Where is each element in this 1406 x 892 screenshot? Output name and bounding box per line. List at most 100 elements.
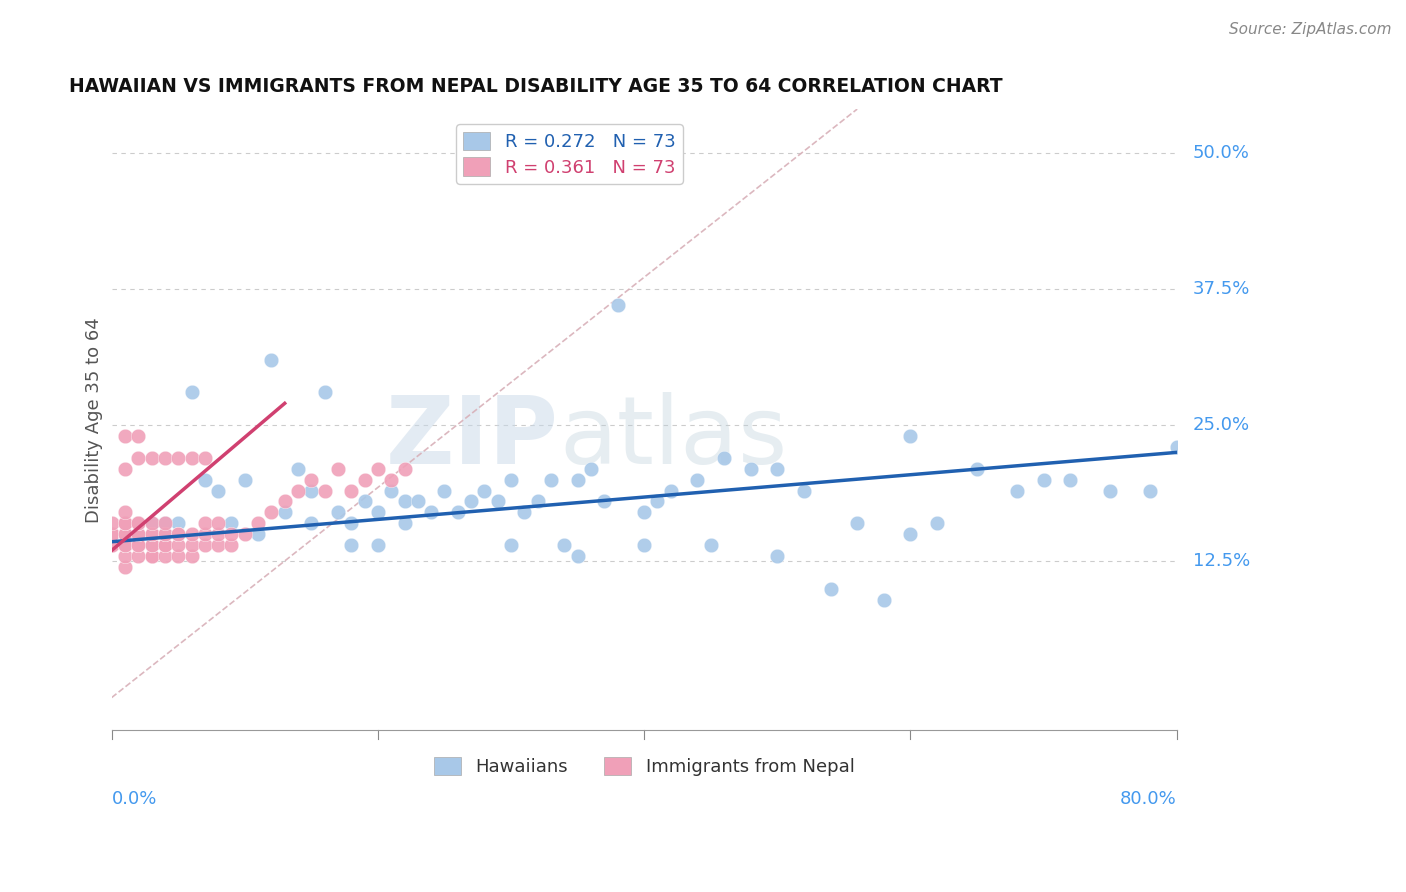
Point bbox=[247, 516, 270, 531]
Point bbox=[207, 516, 229, 531]
Point bbox=[127, 450, 149, 465]
Text: 50.0%: 50.0% bbox=[1192, 144, 1250, 161]
Point bbox=[766, 461, 789, 475]
Point bbox=[114, 527, 136, 541]
Point bbox=[406, 494, 429, 508]
Point bbox=[1032, 473, 1054, 487]
Point bbox=[221, 538, 243, 552]
Point bbox=[486, 494, 509, 508]
Point bbox=[100, 527, 122, 541]
Point bbox=[153, 516, 176, 531]
Point bbox=[766, 549, 789, 563]
Point bbox=[499, 538, 522, 552]
Point bbox=[340, 483, 363, 498]
Y-axis label: Disability Age 35 to 64: Disability Age 35 to 64 bbox=[86, 317, 103, 523]
Point bbox=[433, 483, 456, 498]
Point bbox=[314, 483, 336, 498]
Point bbox=[100, 538, 122, 552]
Point bbox=[299, 473, 322, 487]
Point bbox=[380, 483, 402, 498]
Point bbox=[686, 473, 709, 487]
Point bbox=[526, 494, 548, 508]
Point bbox=[553, 538, 575, 552]
Point bbox=[873, 592, 896, 607]
Point bbox=[194, 527, 217, 541]
Point bbox=[567, 473, 589, 487]
Point bbox=[114, 505, 136, 519]
Point bbox=[740, 461, 762, 475]
Point bbox=[593, 494, 616, 508]
Point bbox=[127, 538, 149, 552]
Point bbox=[647, 494, 669, 508]
Point bbox=[567, 549, 589, 563]
Point bbox=[127, 429, 149, 443]
Point bbox=[659, 483, 682, 498]
Point bbox=[460, 494, 482, 508]
Point bbox=[925, 516, 948, 531]
Point bbox=[127, 516, 149, 531]
Point bbox=[420, 505, 443, 519]
Point bbox=[287, 483, 309, 498]
Point bbox=[221, 516, 243, 531]
Point bbox=[474, 483, 496, 498]
Point bbox=[273, 494, 295, 508]
Point bbox=[287, 461, 309, 475]
Point bbox=[1005, 483, 1028, 498]
Point bbox=[141, 538, 163, 552]
Point bbox=[141, 516, 163, 531]
Point bbox=[394, 494, 416, 508]
Point bbox=[167, 549, 190, 563]
Point bbox=[114, 516, 136, 531]
Point bbox=[233, 527, 256, 541]
Text: atlas: atlas bbox=[560, 392, 787, 484]
Point bbox=[221, 527, 243, 541]
Point bbox=[846, 516, 869, 531]
Point bbox=[100, 527, 122, 541]
Point bbox=[194, 516, 217, 531]
Point bbox=[114, 527, 136, 541]
Point bbox=[579, 461, 602, 475]
Point bbox=[141, 527, 163, 541]
Point bbox=[900, 527, 922, 541]
Point bbox=[540, 473, 562, 487]
Point bbox=[180, 538, 202, 552]
Point bbox=[153, 527, 176, 541]
Text: 0.0%: 0.0% bbox=[111, 790, 157, 808]
Point bbox=[127, 527, 149, 541]
Point bbox=[141, 538, 163, 552]
Point bbox=[299, 516, 322, 531]
Point bbox=[606, 298, 628, 312]
Point bbox=[633, 505, 655, 519]
Point bbox=[114, 538, 136, 552]
Point bbox=[353, 494, 375, 508]
Point bbox=[394, 461, 416, 475]
Point bbox=[447, 505, 470, 519]
Point bbox=[114, 527, 136, 541]
Point bbox=[260, 352, 283, 367]
Point bbox=[1059, 473, 1081, 487]
Point bbox=[127, 516, 149, 531]
Point bbox=[326, 461, 349, 475]
Point bbox=[114, 538, 136, 552]
Point bbox=[1166, 440, 1188, 454]
Point bbox=[966, 461, 988, 475]
Point bbox=[141, 527, 163, 541]
Point bbox=[713, 450, 735, 465]
Point bbox=[367, 505, 389, 519]
Point bbox=[194, 450, 217, 465]
Point bbox=[167, 516, 190, 531]
Point bbox=[153, 527, 176, 541]
Point bbox=[207, 527, 229, 541]
Text: 25.0%: 25.0% bbox=[1192, 417, 1250, 434]
Point bbox=[326, 505, 349, 519]
Point bbox=[633, 538, 655, 552]
Point bbox=[340, 516, 363, 531]
Point bbox=[114, 429, 136, 443]
Point bbox=[127, 527, 149, 541]
Point bbox=[153, 516, 176, 531]
Point bbox=[141, 538, 163, 552]
Point bbox=[141, 549, 163, 563]
Point bbox=[367, 461, 389, 475]
Point bbox=[100, 538, 122, 552]
Point bbox=[153, 450, 176, 465]
